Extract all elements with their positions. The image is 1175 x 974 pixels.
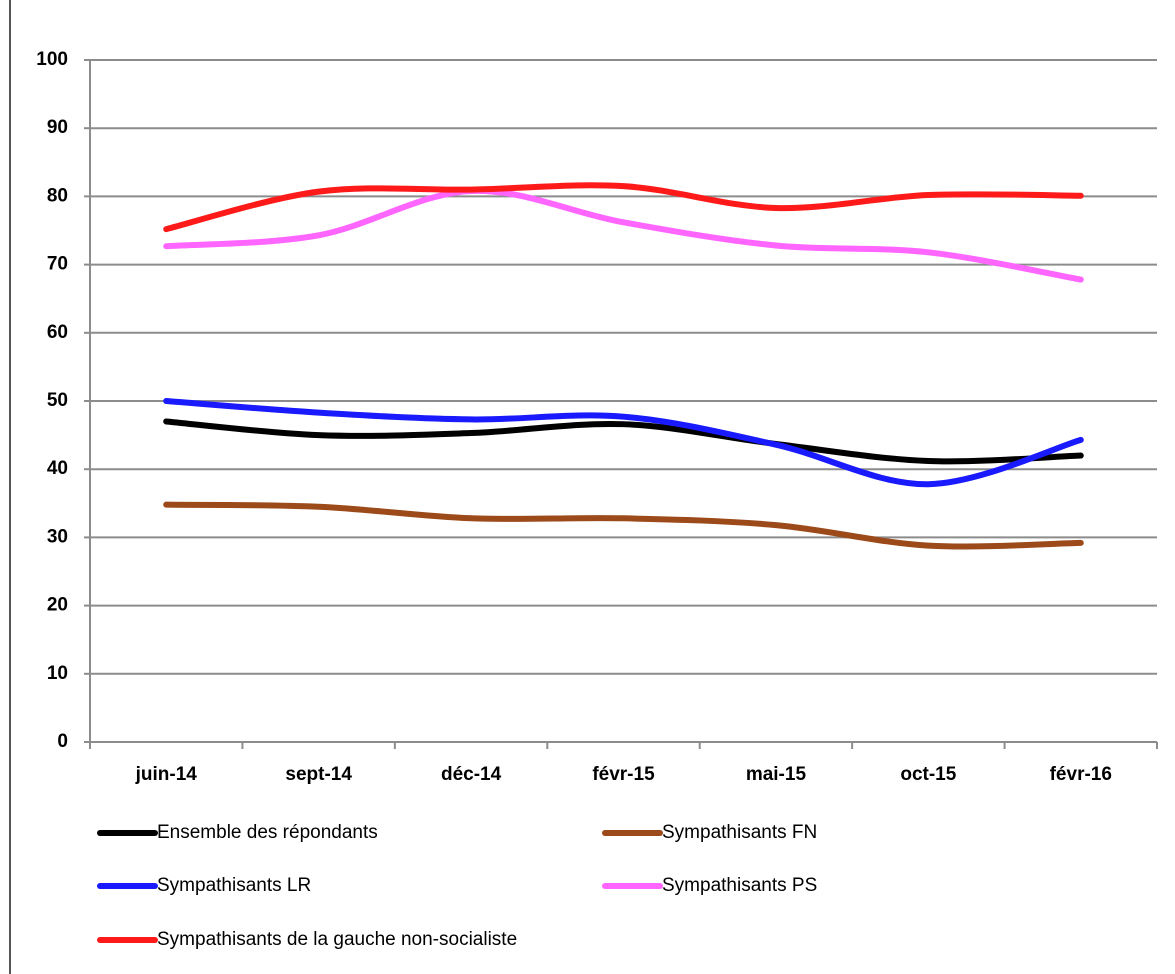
y-tick-label: 50 (47, 390, 68, 411)
x-tick-label: oct-15 (900, 764, 956, 785)
y-tick-label: 60 (47, 322, 68, 343)
x-tick-label: déc-14 (441, 764, 502, 785)
legend-label: Ensemble des répondants (157, 822, 378, 843)
series-line (163, 182, 1084, 233)
x-tick-label: juin-14 (135, 764, 198, 785)
y-tick-label: 100 (36, 49, 68, 70)
legend-label: Sympathisants LR (157, 875, 311, 896)
x-tick-label: mai-15 (746, 764, 807, 785)
x-tick-label: sept-14 (285, 764, 352, 785)
series-line (163, 187, 1084, 283)
legend-label: Sympathisants PS (662, 875, 817, 896)
y-tick-label: 40 (47, 458, 68, 479)
y-tick-label: 10 (47, 663, 68, 684)
y-tick-label: 20 (47, 595, 68, 616)
legend-label: Sympathisants de la gauche non-socialist… (157, 929, 517, 950)
legend-label: Sympathisants FN (662, 822, 817, 843)
series-line (163, 418, 1084, 465)
series-line (163, 398, 1084, 488)
y-tick-label: 0 (57, 731, 68, 752)
y-tick-label: 80 (47, 185, 68, 206)
y-tick-label: 90 (47, 117, 68, 138)
series-line (163, 501, 1084, 550)
x-tick-label: févr-16 (1050, 764, 1112, 785)
y-tick-label: 30 (47, 526, 68, 547)
y-tick-label: 70 (47, 254, 68, 275)
x-tick-label: févr-15 (592, 764, 655, 785)
